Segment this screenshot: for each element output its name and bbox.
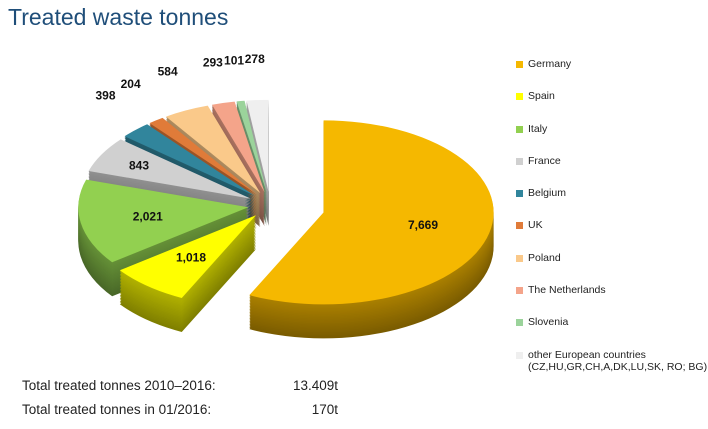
- total-label: Total treated tonnes 2010–2016:: [22, 378, 216, 393]
- legend-swatch: [516, 254, 523, 262]
- slice-side: [236, 106, 267, 198]
- total-row: Total treated tonnes 2010–2016: 13.409t: [22, 378, 338, 402]
- chart-title: Treated waste tonnes: [8, 4, 229, 30]
- legend-label: Italy: [528, 122, 548, 135]
- data-label: 2,021: [133, 209, 163, 223]
- data-label: 204: [121, 77, 141, 91]
- legend-swatch: [516, 157, 523, 165]
- slice-side: [236, 101, 267, 193]
- slice-slovenia[interactable]: [236, 100, 267, 192]
- slice-belgium[interactable]: [124, 124, 255, 196]
- legend-item: Spain: [516, 90, 708, 122]
- total-row: Total treated tonnes in 01/2016: 170t: [22, 402, 338, 426]
- legend-swatch: [516, 190, 523, 198]
- legend-swatch: [516, 125, 523, 133]
- data-label: 1,018: [176, 251, 206, 265]
- slice-the[interactable]: [211, 101, 265, 193]
- data-label: 843: [129, 158, 149, 172]
- slice-spain[interactable]: [119, 215, 256, 298]
- slice-france[interactable]: [88, 139, 251, 199]
- legend-item: Italy: [516, 123, 708, 155]
- data-label: 101: [224, 53, 244, 67]
- legend-swatch: [516, 93, 523, 101]
- legend-label: Germany: [528, 58, 572, 70]
- total-value: 13.409t: [292, 378, 338, 393]
- slice-other[interactable]: [246, 99, 269, 192]
- slice-side: [236, 103, 267, 195]
- data-label: 7,669: [408, 218, 438, 232]
- total-value: 170t: [311, 402, 338, 417]
- legend: Germany Spain Italy France Belgium UK Poland Th…: [516, 58, 708, 381]
- legend-label: Slovenia: [528, 316, 569, 329]
- slice-germany[interactable]: [249, 120, 494, 305]
- data-label: 398: [96, 89, 116, 103]
- legend-swatch: [516, 61, 523, 68]
- pie-chart: 7,669 1,018 2,021 843 398 204 584 293 101 278: [78, 52, 494, 339]
- legend-item: Germany: [516, 58, 708, 90]
- legend-label: Belgium: [528, 187, 566, 200]
- legend-item: Belgium: [516, 187, 708, 219]
- legend-item: UK: [516, 219, 708, 251]
- legend-label: UK: [528, 219, 543, 232]
- slice-uk[interactable]: [149, 117, 257, 195]
- slice-poland[interactable]: [166, 105, 261, 194]
- legend-item: other European countries (CZ,HU,GR,CH,A,…: [516, 349, 708, 381]
- legend-item: Poland: [516, 252, 708, 284]
- legend-item: France: [516, 155, 708, 187]
- legend-label: The Netherlands: [528, 284, 606, 297]
- totals: Total treated tonnes 2010–2016: 13.409t …: [22, 378, 338, 426]
- legend-item: Slovenia: [516, 316, 708, 348]
- legend-label: Poland: [528, 251, 561, 264]
- legend-swatch: [516, 222, 523, 230]
- legend-item: The Netherlands: [516, 284, 708, 316]
- data-label: 278: [245, 52, 265, 66]
- legend-label: France: [528, 154, 561, 167]
- legend-label: Spain: [528, 90, 555, 103]
- slice-italy[interactable]: [78, 179, 249, 263]
- data-label: 584: [158, 65, 178, 79]
- data-label: 293: [203, 56, 223, 70]
- total-label: Total treated tonnes in 01/2016:: [22, 402, 212, 417]
- legend-swatch: [516, 351, 523, 359]
- legend-swatch: [516, 287, 523, 295]
- legend-label: other European countries (CZ,HU,GR,CH,A,…: [528, 348, 708, 373]
- slice-side: [236, 104, 267, 196]
- legend-swatch: [516, 319, 523, 327]
